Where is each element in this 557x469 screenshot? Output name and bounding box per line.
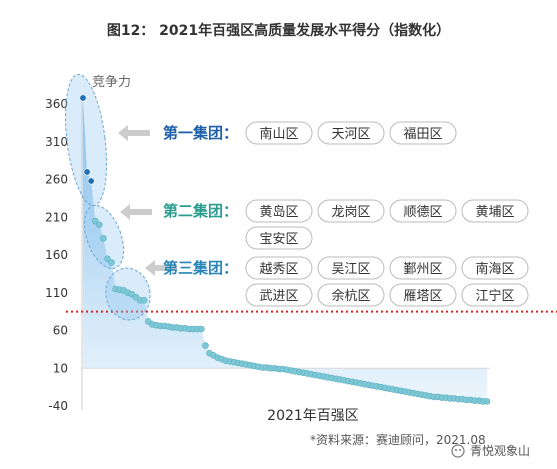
chart-title: 图12： 2021年百强区高质量发展水平得分（指数化） bbox=[106, 23, 451, 39]
district-name: 越秀区 bbox=[259, 262, 298, 277]
group-3-label: 第三集团： bbox=[163, 259, 238, 277]
data-point bbox=[104, 255, 111, 263]
district-pill-box bbox=[245, 199, 313, 223]
district-pill-box bbox=[461, 256, 529, 280]
district-pill-box bbox=[317, 121, 385, 145]
district-pill-box bbox=[317, 283, 385, 307]
district-pill: 雁塔区 bbox=[389, 283, 457, 307]
district-name: 雁塔区 bbox=[403, 289, 442, 304]
district-pill-box bbox=[245, 226, 313, 250]
source-note: *资料来源：赛迪顾问，2021.08 bbox=[310, 432, 486, 447]
group-2-label: 第二集团： bbox=[163, 202, 238, 220]
group1-ellipse bbox=[64, 73, 108, 207]
district-name: 吴江区 bbox=[331, 262, 370, 277]
y-tick-label: 110 bbox=[45, 286, 68, 300]
data-point bbox=[83, 168, 91, 176]
district-name: 顺德区 bbox=[403, 205, 442, 220]
district-pill-box bbox=[389, 199, 457, 223]
data-point bbox=[483, 398, 491, 405]
district-name: 余杭区 bbox=[331, 288, 370, 304]
district-pill: 宝安区 bbox=[245, 226, 313, 250]
district-pill: 南山区 bbox=[245, 121, 313, 145]
data-point bbox=[87, 177, 95, 185]
district-pill-box bbox=[245, 256, 313, 280]
data-point bbox=[198, 325, 205, 333]
district-pill-box bbox=[317, 256, 385, 280]
district-pill-box bbox=[245, 121, 313, 145]
district-name: 黄埔区 bbox=[475, 205, 514, 220]
data-point bbox=[79, 94, 87, 102]
district-pill-box bbox=[389, 256, 457, 280]
district-pill-box bbox=[461, 199, 529, 223]
district-pill: 顺德区 bbox=[389, 199, 457, 223]
district-pill: 鄞州区 bbox=[389, 256, 457, 280]
arrow-layer bbox=[118, 125, 465, 458]
district-pill: 余杭区 bbox=[317, 283, 385, 307]
district-pill: 吴江区 bbox=[317, 256, 385, 280]
y-tick-label: 60 bbox=[53, 324, 68, 338]
district-pill: 天河区 bbox=[317, 121, 385, 145]
area-layer bbox=[83, 97, 487, 402]
district-name: 龙岗区 bbox=[331, 205, 370, 220]
point-layer bbox=[79, 94, 491, 405]
watermark-text: 青悦观象山 bbox=[470, 444, 530, 458]
y-tick-label: 310 bbox=[45, 135, 68, 149]
district-name: 宝安区 bbox=[259, 232, 298, 247]
district-pill: 武进区 bbox=[245, 283, 313, 307]
district-pill-box bbox=[317, 199, 385, 223]
data-point bbox=[100, 235, 107, 242]
competitiveness-annotation: 竞争力 bbox=[92, 74, 131, 90]
data-point bbox=[108, 259, 115, 266]
y-tick-label: 160 bbox=[45, 248, 68, 262]
district-pill: 黄岛区 bbox=[245, 199, 313, 223]
district-pill-box bbox=[389, 283, 457, 307]
y-tick-label: 210 bbox=[45, 210, 68, 224]
district-name: 黄岛区 bbox=[259, 204, 298, 220]
district-pill-box bbox=[461, 283, 529, 307]
group2-arrow bbox=[120, 204, 152, 220]
group3-arrow bbox=[145, 260, 177, 276]
data-point bbox=[96, 221, 103, 229]
area-fill bbox=[83, 97, 487, 402]
district-pill: 龙岗区 bbox=[317, 199, 385, 223]
data-point bbox=[202, 342, 209, 349]
district-pill-box bbox=[389, 121, 457, 145]
district-pill: 南海区 bbox=[461, 256, 529, 280]
district-name: 江宁区 bbox=[475, 288, 514, 304]
district-pill: 江宁区 bbox=[461, 283, 529, 307]
y-tick-label: 360 bbox=[45, 97, 68, 111]
group1-arrow bbox=[118, 125, 150, 141]
x-axis-label: 2021年百强区 bbox=[267, 408, 359, 424]
district-name: 天河区 bbox=[331, 127, 370, 142]
district-pill: 越秀区 bbox=[245, 256, 313, 280]
district-name: 南海区 bbox=[475, 261, 514, 277]
y-tick-label: 10 bbox=[53, 361, 68, 375]
data-point bbox=[91, 217, 99, 225]
district-name: 武进区 bbox=[259, 289, 298, 304]
group-1-label: 第一集团： bbox=[163, 124, 238, 142]
wechat-icon bbox=[451, 444, 465, 458]
group-ellipse-layer bbox=[64, 73, 151, 321]
district-pill-box bbox=[245, 283, 313, 307]
district-name: 福田区 bbox=[403, 127, 442, 142]
district-pill: 福田区 bbox=[389, 121, 457, 145]
district-pill: 黄埔区 bbox=[461, 199, 529, 223]
data-point bbox=[140, 296, 148, 304]
y-tick-label: -40 bbox=[48, 399, 68, 413]
district-name: 鄞州区 bbox=[403, 262, 442, 277]
y-tick-label: 260 bbox=[45, 173, 68, 187]
axis-layer: 360 310 260 210 160 110 60 10 -40 bbox=[45, 96, 557, 413]
district-name: 南山区 bbox=[259, 126, 298, 142]
